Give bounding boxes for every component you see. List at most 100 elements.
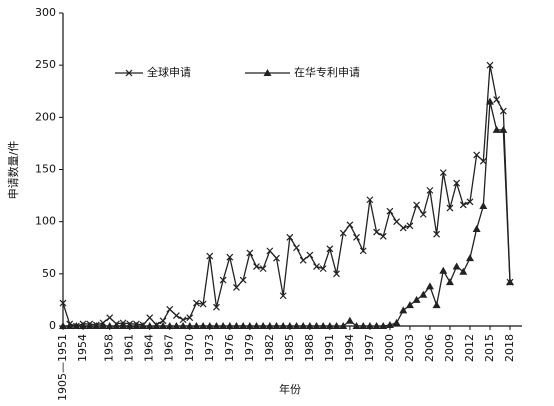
x-tick-label: 1994 (343, 334, 356, 362)
triangle-marker (379, 322, 388, 329)
triangle-marker (492, 125, 501, 133)
x-marker (486, 61, 494, 69)
triangle-marker (92, 322, 101, 329)
triangle-marker (225, 322, 234, 329)
triangle-marker (345, 316, 354, 324)
triangle-marker (299, 322, 308, 329)
triangle-marker (392, 318, 401, 326)
x-marker (125, 69, 133, 77)
triangle-marker (445, 278, 454, 286)
x-marker (439, 169, 447, 177)
x-marker (326, 245, 334, 253)
triangle-marker (285, 322, 294, 329)
x-marker (473, 151, 481, 159)
triangle-marker (232, 322, 241, 329)
triangle-marker (185, 322, 194, 329)
x-marker (279, 292, 287, 300)
legend-label: 在华专利申请 (294, 65, 360, 79)
x-marker (433, 230, 441, 238)
x-marker (226, 253, 234, 261)
triangle-marker (259, 322, 268, 329)
x-marker (379, 232, 387, 240)
triangle-marker (439, 266, 448, 274)
x-tick-label: 1985 (283, 334, 296, 362)
x-marker (446, 204, 454, 212)
triangle-marker (245, 322, 254, 329)
triangle-marker (272, 322, 281, 329)
triangle-marker (159, 322, 168, 329)
x-marker (373, 228, 380, 236)
y-tick-label: 150 (35, 163, 56, 176)
triangle-marker (152, 322, 161, 329)
x-marker (339, 229, 347, 237)
x-marker (333, 270, 340, 278)
x-marker (193, 299, 200, 307)
x-marker (179, 316, 187, 324)
triangle-marker (172, 322, 181, 329)
x-marker (106, 314, 114, 322)
triangle-marker (179, 322, 188, 329)
triangle-marker (365, 322, 374, 329)
triangle-marker (432, 301, 441, 309)
x-marker (286, 233, 294, 241)
triangle-marker (472, 224, 481, 232)
x-tick-label: 1979 (243, 334, 256, 362)
triangle-marker (205, 322, 214, 329)
triangle-marker (192, 322, 201, 329)
x-marker (239, 276, 247, 284)
x-marker (399, 224, 407, 232)
x-tick-label: 1997 (363, 334, 376, 362)
triangle-marker (412, 295, 421, 303)
x-tick-label: 2018 (503, 334, 516, 362)
x-axis-label: 年份 (279, 382, 301, 396)
y-tick-label: 100 (35, 215, 56, 228)
triangle-marker (312, 322, 321, 329)
x-tick-label: 1973 (203, 334, 216, 362)
triangle-marker (419, 290, 428, 298)
triangle-marker (479, 202, 488, 210)
triangle-marker (499, 125, 508, 133)
triangle-marker (339, 322, 348, 329)
triangle-marker (319, 322, 328, 329)
triangle-marker (105, 322, 114, 329)
triangle-marker (239, 322, 248, 329)
x-marker (293, 244, 300, 252)
triangle-marker (252, 322, 261, 329)
triangle-marker (199, 322, 208, 329)
triangle-marker (125, 322, 134, 329)
triangle-marker (165, 322, 174, 329)
x-tick-label: 2012 (463, 334, 476, 362)
x-marker (199, 300, 207, 308)
x-marker (206, 252, 214, 260)
x-marker (213, 303, 220, 311)
triangle-marker (265, 322, 274, 329)
y-tick-label: 0 (49, 319, 56, 332)
triangle-marker (459, 267, 468, 275)
x-tick-label: 1967 (163, 334, 176, 362)
x-marker (413, 201, 421, 209)
triangle-marker (325, 322, 334, 329)
triangle-marker (405, 301, 414, 309)
x-marker (499, 107, 507, 115)
triangle-marker (352, 322, 361, 329)
triangle-marker (399, 306, 408, 314)
x-marker (453, 179, 461, 187)
x-marker (459, 201, 467, 209)
x-marker (172, 312, 180, 319)
x-marker (393, 218, 401, 226)
x-marker (479, 157, 487, 165)
x-marker (359, 247, 367, 255)
x-tick-label: 1961 (123, 334, 136, 362)
x-tick-label: 1970 (183, 334, 196, 362)
triangle-marker (305, 322, 314, 329)
x-tick-label: 2015 (483, 334, 496, 362)
triangle-marker (385, 320, 394, 328)
x-marker (319, 265, 327, 273)
x-tick-label: 1991 (323, 334, 336, 362)
x-marker (246, 249, 254, 257)
x-tick-label: 1964 (143, 334, 156, 362)
x-marker (313, 263, 320, 270)
triangle-marker (425, 282, 434, 290)
x-marker (419, 210, 427, 218)
triangle-marker (465, 254, 474, 262)
